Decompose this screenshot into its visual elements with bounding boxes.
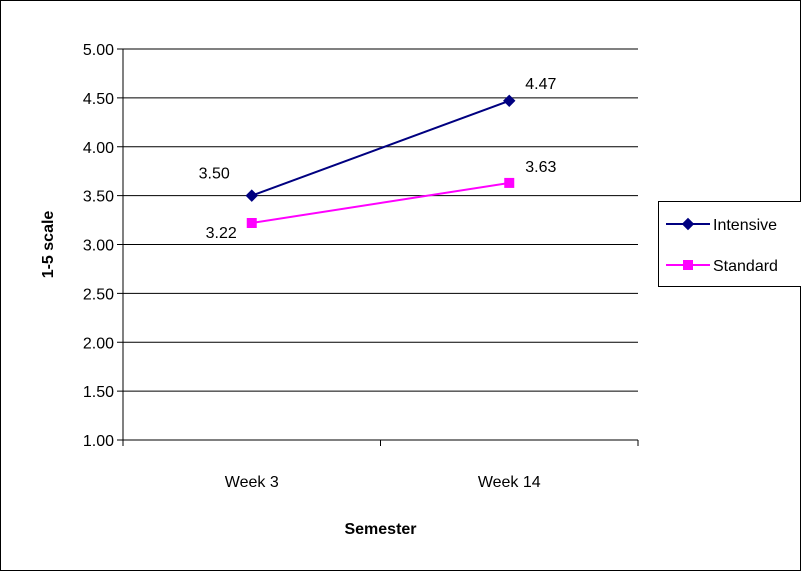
x-tick-label: Week 3 [225, 474, 279, 491]
y-tick-label: 4.50 [83, 91, 114, 108]
x-axis-title: Semester [344, 521, 416, 538]
y-tick-label: 3.50 [83, 189, 114, 206]
legend: Intensive Standard [659, 202, 801, 287]
data-label-standard: 3.63 [525, 159, 556, 176]
data-label-intensive: 3.50 [199, 166, 230, 183]
y-tick-label: 2.50 [83, 286, 114, 303]
y-axis-title: 1-5 scale [40, 211, 57, 279]
legend-label-intensive: Intensive [713, 217, 777, 234]
y-tick-label: 4.00 [83, 140, 114, 157]
data-label-intensive: 4.47 [525, 76, 556, 93]
data-point-standard [505, 178, 514, 187]
legend-label-standard: Standard [713, 258, 778, 275]
legend-marker-standard [684, 261, 693, 270]
x-tick-label: Week 14 [478, 474, 541, 491]
data-label-standard: 3.22 [206, 225, 237, 242]
y-tick-label: 1.50 [83, 384, 114, 401]
y-tick-label: 3.00 [83, 238, 114, 255]
y-tick-label: 1.00 [83, 433, 114, 450]
y-tick-label: 2.00 [83, 335, 114, 352]
y-tick-label: 5.00 [83, 42, 114, 59]
data-point-standard [247, 218, 256, 227]
